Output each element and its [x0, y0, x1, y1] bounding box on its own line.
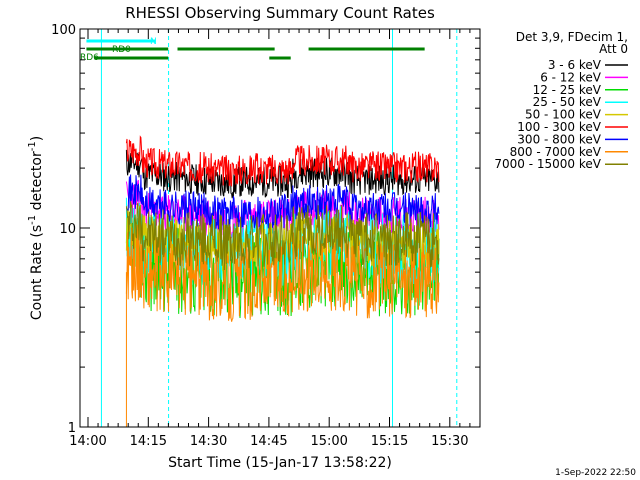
legend-entry-label: 3 - 6 keV: [548, 58, 602, 72]
legend-entry-label: 300 - 800 keV: [517, 132, 601, 146]
y-axis-label-sup2: -1: [27, 141, 38, 151]
timestamp: 1-Sep-2022 22:50: [555, 468, 636, 478]
x-tick-label: 14:00: [69, 434, 106, 449]
y-axis-label: Count Rate (s-1 detector-1): [27, 136, 45, 320]
chart-title: RHESSI Observing Summary Count Rates: [125, 4, 435, 22]
legend-entry-label: 7000 - 15000 keV: [494, 157, 601, 171]
legend-header-line1: Det 3,9, FDecim 1,: [516, 30, 628, 44]
y-tick-label: 1: [68, 421, 76, 436]
legend-entry-label: 800 - 7000 keV: [510, 145, 602, 159]
x-tick-label: 14:45: [250, 434, 287, 449]
legend-entry-label: 12 - 25 keV: [533, 83, 602, 97]
y-tick-label: 100: [51, 23, 76, 38]
y-tick-label: 10: [59, 222, 76, 237]
x-tick-label: 15:15: [371, 434, 408, 449]
legend-entry-label: 50 - 100 keV: [525, 108, 602, 122]
legend-entry-label: 25 - 50 keV: [533, 95, 602, 109]
x-tick-label: 14:15: [130, 434, 167, 449]
x-tick-label: 14:30: [190, 434, 227, 449]
series-line: [125, 135, 440, 187]
legend-entry-label: 6 - 12 keV: [540, 70, 602, 84]
flag-label-rd6: RD6: [80, 53, 99, 63]
series-line: [125, 201, 440, 271]
x-tick-label: 15:00: [310, 434, 347, 449]
x-axis-label: Start Time (15-Jan-17 13:58:22): [168, 455, 392, 471]
axis-ticks: 1 10 100 14:00 14:15 14:30 14:45 15:00 15:15 15:3…: [51, 23, 481, 449]
flag-label-n: N: [150, 37, 157, 47]
flag-label-rd0: RD0: [112, 45, 131, 55]
legend-header-line2: Att 0: [599, 42, 628, 56]
y-axis-label-main: Count Rate (s: [29, 225, 45, 320]
y-axis-label-sup1: -1: [27, 215, 38, 225]
plot-area: N RD0 RD6: [80, 29, 458, 427]
y-axis-label-mid: detector: [29, 151, 45, 215]
series-line: [125, 223, 440, 322]
y-axis-label-end: ): [29, 136, 45, 141]
legend-entry-label: 100 - 300 keV: [517, 120, 601, 134]
x-tick-label: 15:30: [431, 434, 468, 449]
